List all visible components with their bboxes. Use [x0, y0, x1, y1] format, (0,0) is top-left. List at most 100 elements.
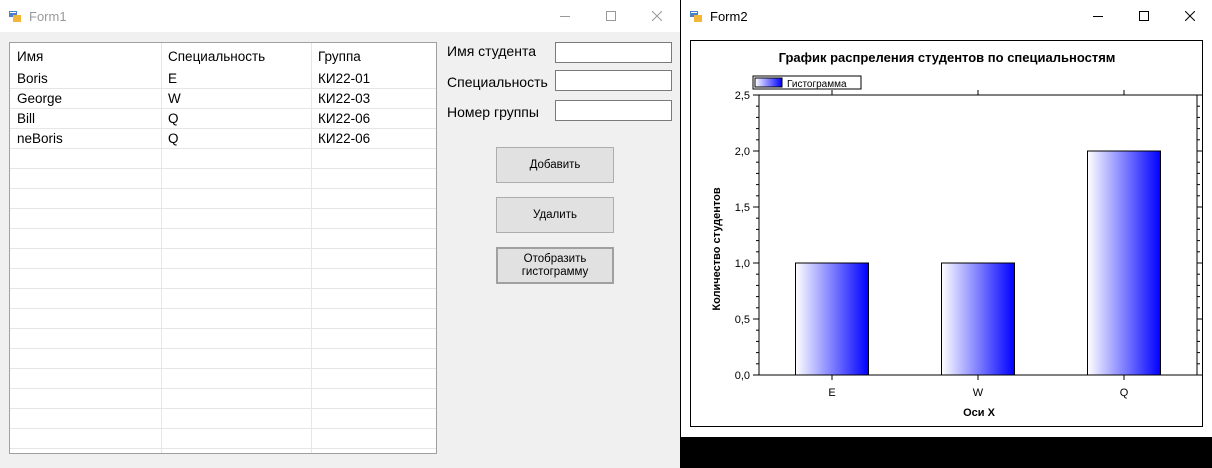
cell-group[interactable]: [311, 209, 436, 229]
empty-row[interactable]: [10, 409, 436, 429]
cell-specialty[interactable]: [161, 189, 311, 209]
cell-specialty[interactable]: [161, 409, 311, 429]
cell-specialty[interactable]: [161, 389, 311, 409]
cell-specialty[interactable]: [161, 369, 311, 389]
cell-specialty[interactable]: [161, 149, 311, 169]
cell-name[interactable]: [10, 329, 161, 349]
cell-group[interactable]: [311, 189, 436, 209]
cell-name[interactable]: [10, 409, 161, 429]
empty-row[interactable]: [10, 429, 436, 449]
column-header-specialty[interactable]: Специальность: [168, 49, 266, 64]
cell-specialty[interactable]: [161, 249, 311, 269]
cell-name[interactable]: Boris: [17, 71, 48, 86]
cell-specialty[interactable]: [161, 169, 311, 189]
cell-specialty[interactable]: Q: [168, 131, 179, 146]
cell-name[interactable]: [10, 269, 161, 289]
cell-group[interactable]: [311, 289, 436, 309]
cell-specialty[interactable]: [161, 429, 311, 449]
bar-W: [941, 262, 1015, 376]
empty-row[interactable]: [10, 209, 436, 229]
empty-row[interactable]: [10, 349, 436, 369]
maximize-button[interactable]: [588, 0, 634, 32]
empty-row[interactable]: [10, 149, 436, 169]
cell-name[interactable]: [10, 349, 161, 369]
cell-group[interactable]: КИ22-06: [318, 131, 371, 146]
cell-group[interactable]: [311, 329, 436, 349]
cell-group[interactable]: КИ22-06: [318, 111, 371, 126]
table-row[interactable]: neBoris Q КИ22-06: [10, 129, 436, 149]
table-row[interactable]: George W КИ22-03: [10, 89, 436, 109]
cell-name[interactable]: neBoris: [17, 131, 63, 146]
cell-group[interactable]: [311, 149, 436, 169]
cell-specialty[interactable]: W: [168, 91, 181, 106]
empty-row[interactable]: [10, 329, 436, 349]
cell-name[interactable]: Bill: [17, 111, 36, 126]
close-button[interactable]: [634, 0, 680, 32]
cell-name[interactable]: [10, 229, 161, 249]
cell-specialty[interactable]: Q: [168, 111, 179, 126]
cell-name[interactable]: [10, 149, 161, 169]
minimize-button[interactable]: [542, 0, 588, 32]
group-number-input[interactable]: [555, 100, 672, 121]
column-header-group[interactable]: Группа: [318, 49, 361, 64]
specialty-input[interactable]: [555, 70, 672, 91]
cell-specialty[interactable]: [161, 349, 311, 369]
cell-name[interactable]: [10, 429, 161, 449]
cell-group[interactable]: [311, 269, 436, 289]
empty-row[interactable]: [10, 389, 436, 409]
close-button[interactable]: [1167, 0, 1212, 32]
cell-specialty[interactable]: [161, 289, 311, 309]
empty-row[interactable]: [10, 169, 436, 189]
cell-specialty[interactable]: [161, 209, 311, 229]
histogram-chart: График распреления студентов по специаль…: [711, 50, 1202, 419]
table-row[interactable]: Boris E КИ22-01: [10, 69, 436, 89]
empty-row[interactable]: [10, 369, 436, 389]
cell-specialty[interactable]: [161, 269, 311, 289]
cell-group[interactable]: [311, 309, 436, 329]
cell-name[interactable]: [10, 289, 161, 309]
cell-group[interactable]: [311, 429, 436, 449]
chart-control: График распреления студентов по специаль…: [690, 40, 1203, 427]
table-row[interactable]: Bill Q КИ22-06: [10, 109, 436, 129]
minimize-button[interactable]: [1075, 0, 1121, 32]
cell-group[interactable]: КИ22-01: [318, 71, 371, 86]
cell-name[interactable]: George: [17, 91, 63, 106]
window-title: Form2: [710, 8, 748, 24]
students-grid[interactable]: Имя Специальность Группа Boris E КИ22-01 Ge…: [9, 42, 437, 454]
empty-row[interactable]: [10, 229, 436, 249]
cell-group[interactable]: [311, 169, 436, 189]
delete-button[interactable]: Удалить: [496, 197, 614, 233]
cell-specialty[interactable]: E: [168, 71, 178, 86]
cell-name[interactable]: [10, 389, 161, 409]
empty-row[interactable]: [10, 249, 436, 269]
cell-name[interactable]: [10, 249, 161, 269]
maximize-button[interactable]: [1121, 0, 1167, 32]
cell-name[interactable]: [10, 209, 161, 229]
cell-name[interactable]: [10, 309, 161, 329]
cell-group[interactable]: КИ22-03: [318, 91, 371, 106]
cell-specialty[interactable]: [161, 229, 311, 249]
cell-name[interactable]: [10, 189, 161, 209]
cell-group[interactable]: [311, 409, 436, 429]
form1-titlebar[interactable]: Form1: [0, 0, 680, 32]
empty-row[interactable]: [10, 309, 436, 329]
cell-group[interactable]: [311, 249, 436, 269]
cell-group[interactable]: [311, 369, 436, 389]
cell-specialty[interactable]: [161, 329, 311, 349]
form2-titlebar[interactable]: Form2: [681, 0, 1212, 32]
column-header-name[interactable]: Имя: [17, 49, 44, 64]
form2-window: Form2 График распреления студентов по сп…: [681, 0, 1212, 437]
empty-row[interactable]: [10, 189, 436, 209]
cell-group[interactable]: [311, 229, 436, 249]
cell-group[interactable]: [311, 349, 436, 369]
add-button[interactable]: Добавить: [496, 147, 614, 183]
cell-group[interactable]: [311, 389, 436, 409]
plot-area: 0,0 0,5 1,0 1,5 2,0 2,5 E W Q: [735, 90, 1202, 399]
cell-specialty[interactable]: [161, 309, 311, 329]
cell-name[interactable]: [10, 169, 161, 189]
show-histogram-button[interactable]: Отобразить гистограмму: [496, 247, 614, 284]
empty-row[interactable]: [10, 269, 436, 289]
student-name-input[interactable]: [555, 42, 672, 63]
cell-name[interactable]: [10, 369, 161, 389]
empty-row[interactable]: [10, 289, 436, 309]
